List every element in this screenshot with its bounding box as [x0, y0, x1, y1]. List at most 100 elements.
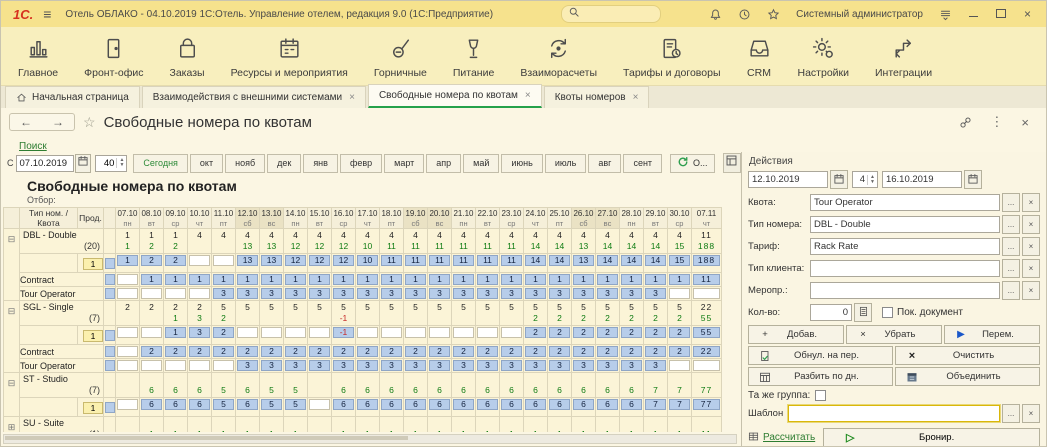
ribbon-item-food[interactable]: Питание [440, 29, 507, 83]
grid-cell[interactable]: 1 [667, 272, 692, 287]
grid-cell[interactable]: 5 [499, 300, 524, 326]
grid-cell[interactable]: 5 [259, 300, 284, 326]
template-choose-button[interactable]: ... [1002, 404, 1020, 423]
grid-cell[interactable] [691, 358, 722, 373]
main-menu-icon[interactable]: ≡ [43, 6, 52, 22]
quota-row-label[interactable]: Tour Operator [19, 286, 104, 301]
grid-cell[interactable]: 2 [619, 325, 644, 345]
grid-cell[interactable]: 1 [403, 272, 428, 287]
grid-cell[interactable]: 4 [187, 228, 212, 254]
show-document-checkbox[interactable] [882, 307, 893, 318]
grid-cell[interactable]: 14 [523, 253, 548, 273]
grid-cell[interactable]: 3 [211, 286, 236, 301]
start-date-input[interactable]: 07.10.2019 [15, 154, 75, 172]
grid-cell[interactable]: 2 [187, 344, 212, 359]
grid-cell[interactable]: 4 11 [379, 228, 404, 254]
grid-cell[interactable]: 1 [211, 272, 236, 287]
grid-cell[interactable]: 1 [259, 416, 284, 432]
grid-cell[interactable]: 6 [595, 372, 620, 398]
grid-cell[interactable]: 1 [499, 272, 524, 287]
minimize-button[interactable] [968, 8, 978, 20]
grid-cell[interactable]: 11 [379, 253, 404, 273]
grid-cell[interactable]: 5 [283, 372, 308, 398]
grid-cell[interactable]: 2 [331, 344, 356, 359]
grid-cell[interactable]: 2 [283, 344, 308, 359]
grid-cell[interactable]: 3 [355, 286, 380, 301]
grid-cell[interactable]: 5 [211, 372, 236, 398]
grid-cell[interactable]: 7 [643, 372, 668, 398]
grid-cell[interactable]: 3 [619, 358, 644, 373]
roomtype-field-input[interactable]: DBL - Double [810, 216, 1000, 233]
grid-cell[interactable]: 3 [595, 286, 620, 301]
tab-2[interactable]: Свободные номера по квотам × [367, 84, 542, 108]
grid-cell[interactable]: 1 [499, 416, 524, 432]
grid-cell[interactable]: 5 [307, 300, 332, 326]
grid-cell[interactable] [139, 358, 164, 373]
grid-cell[interactable]: 3 [547, 286, 572, 301]
grid-cell[interactable]: 6 [523, 397, 548, 417]
grid-cell[interactable]: 5 [403, 300, 428, 326]
duration-cell[interactable]: 1 [77, 253, 104, 273]
grid-cell[interactable]: 6 [139, 372, 164, 398]
grid-cell[interactable]: 1 [571, 416, 596, 432]
grid-cell[interactable]: 5 -1 [331, 300, 356, 326]
ribbon-item-settings[interactable]: Настройки [785, 29, 863, 83]
ribbon-item-front[interactable]: Фронт-офис [71, 29, 156, 83]
grid-cell[interactable]: 11 [403, 253, 428, 273]
grid-cell[interactable] [115, 372, 140, 398]
calculate-link[interactable]: Рассчитать [763, 432, 816, 443]
nav-back-button[interactable]: ← [20, 115, 32, 129]
grid-cell[interactable] [499, 325, 524, 345]
grid-cell[interactable] [115, 286, 140, 301]
tab-close-icon[interactable]: × [524, 90, 531, 101]
grid-cell[interactable]: 12 [331, 253, 356, 273]
grid-cell[interactable]: 6 [475, 397, 500, 417]
qty-calc-button[interactable] [854, 303, 872, 322]
grid-cell[interactable] [115, 358, 140, 373]
grid-cell[interactable]: 4 14 [619, 228, 644, 254]
grid-cell[interactable]: 4 11 [499, 228, 524, 254]
grid-cell[interactable]: 1 [643, 272, 668, 287]
grid-cell[interactable]: 14 [643, 253, 668, 273]
grid-cell[interactable] [307, 372, 332, 398]
grid-cell[interactable]: 5 [379, 300, 404, 326]
grid-cell[interactable]: 1 [427, 416, 452, 432]
grid-cell[interactable]: 3 [499, 286, 524, 301]
event-choose-button[interactable]: ... [1002, 281, 1020, 300]
grid-cell[interactable]: 1 [259, 272, 284, 287]
ribbon-item-settle[interactable]: Взаиморасчеты [507, 29, 610, 83]
grid-cell[interactable]: 5 [235, 300, 260, 326]
grid-cell[interactable]: 2 [667, 344, 692, 359]
grid-cell[interactable]: 1 [451, 416, 476, 432]
grid-cell[interactable]: 1 [403, 416, 428, 432]
grid-cell[interactable]: 3 [403, 286, 428, 301]
grid-cell[interactable]: 4 12 [283, 228, 308, 254]
grid-cell[interactable] [163, 286, 188, 301]
search-link[interactable]: Поиск [19, 141, 47, 152]
grid-cell[interactable] [139, 325, 164, 345]
date-to-calendar-button[interactable] [963, 170, 982, 189]
grid-cell[interactable]: 6 [403, 372, 428, 398]
grid-cell[interactable]: 2 [355, 344, 380, 359]
tab-0[interactable]: Начальная страница [5, 86, 140, 108]
grid-cell[interactable]: 5 [211, 397, 236, 417]
quota-row-label[interactable]: Contract [19, 344, 104, 359]
clienttype-clear-button[interactable]: × [1022, 259, 1040, 278]
grid-cell[interactable]: -1 [331, 325, 356, 345]
grid-cell[interactable]: 4 11 [475, 228, 500, 254]
grid-cell[interactable]: 2 [115, 300, 140, 326]
grid-cell[interactable]: 1 [523, 416, 548, 432]
grid-cell[interactable]: 3 [307, 358, 332, 373]
grid-cell[interactable]: 3 [475, 358, 500, 373]
report-settings-button[interactable] [722, 153, 741, 173]
close-form-icon[interactable]: × [1021, 114, 1029, 130]
maximize-button[interactable] [995, 8, 1006, 20]
grid-cell[interactable]: 77 [691, 372, 722, 398]
grid-cell[interactable] [187, 286, 212, 301]
grid-cell[interactable]: 55 [691, 325, 722, 345]
grid-cell[interactable] [163, 358, 188, 373]
